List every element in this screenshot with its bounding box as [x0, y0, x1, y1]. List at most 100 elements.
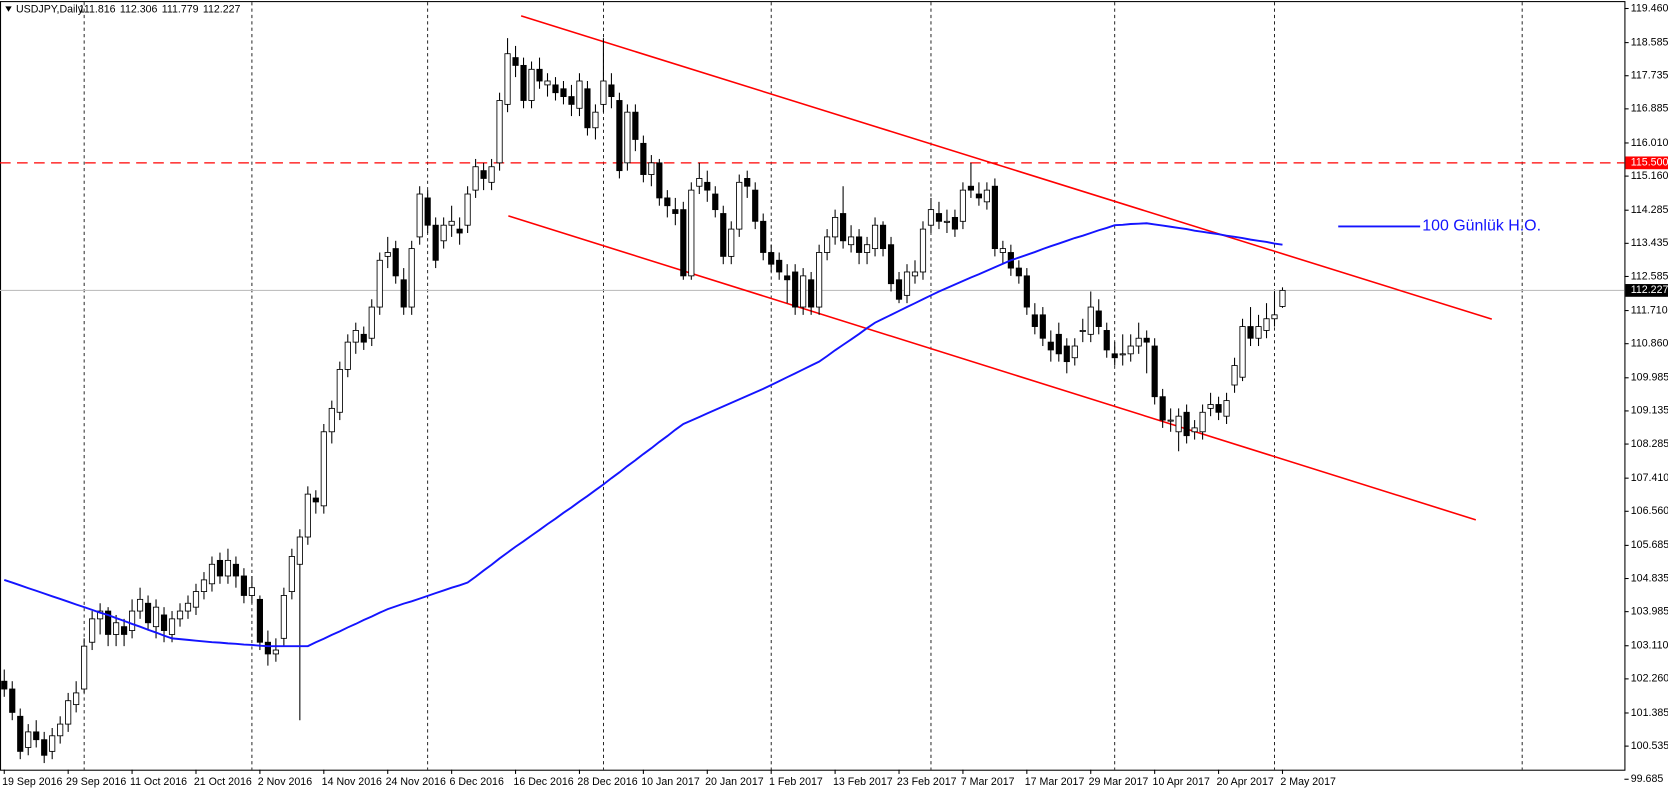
- candle-body: [81, 645, 88, 690]
- header-value: 112.227: [203, 3, 241, 15]
- candle-body: [1071, 345, 1078, 359]
- candle-body: [991, 185, 998, 250]
- candle-body: [832, 216, 839, 238]
- candle-body: [97, 610, 104, 620]
- candle-body: [600, 80, 607, 105]
- candle-body: [392, 248, 399, 277]
- candle-body: [1167, 419, 1174, 422]
- y-tick-label: 109.985: [1631, 372, 1668, 384]
- candle-body: [871, 224, 879, 250]
- candle-body: [895, 279, 903, 300]
- x-tick-label: 17 Mar 2017: [1025, 776, 1085, 788]
- candle-body: [704, 181, 711, 191]
- candle-body: [792, 271, 799, 308]
- candle-body: [1111, 353, 1118, 359]
- candle-body: [1079, 330, 1086, 332]
- candle-body: [919, 228, 927, 273]
- y-tick-label: 118.585: [1631, 36, 1668, 48]
- candle-body: [49, 735, 56, 752]
- candle-body: [41, 739, 48, 756]
- candle-body: [855, 236, 863, 253]
- header-value: 111.779: [162, 3, 199, 15]
- candle-body: [720, 213, 727, 257]
- candle-body: [448, 220, 455, 226]
- candle-body: [560, 88, 567, 98]
- x-tick-label: 11 Oct 2016: [130, 776, 187, 788]
- candle-body: [1239, 326, 1246, 378]
- candle-body: [1135, 337, 1142, 347]
- y-tick-label: 102.260: [1631, 673, 1668, 685]
- candle-body: [1063, 345, 1070, 363]
- candle-body: [1, 680, 8, 690]
- candle-body: [512, 57, 519, 66]
- x-tick-label: 16 Dec 2016: [513, 776, 573, 788]
- ma-line: [3, 222, 1283, 648]
- candle-body: [1207, 404, 1214, 409]
- candle-body: [983, 189, 990, 203]
- channel-line: [520, 15, 1493, 320]
- y-tick-label: 112.585: [1631, 270, 1668, 282]
- y-tick-label: 117.735: [1631, 70, 1668, 82]
- candle-body: [384, 252, 391, 257]
- price-label-box: [1625, 284, 1668, 297]
- candle-body: [1103, 330, 1110, 351]
- candle-body: [624, 111, 631, 164]
- candle-body: [568, 96, 575, 105]
- y-tick-label: 116.885: [1631, 103, 1668, 115]
- candle-body: [664, 197, 671, 207]
- y-tick-label: 111.710: [1631, 304, 1668, 316]
- candle-body: [1159, 396, 1166, 421]
- candle-body: [33, 731, 40, 741]
- y-tick-label: 103.985: [1631, 605, 1668, 617]
- candle-body: [432, 224, 439, 261]
- y-tick-label: 114.285: [1631, 204, 1668, 216]
- candle-body: [1015, 267, 1022, 277]
- candle-body: [352, 330, 359, 343]
- candle-body: [464, 193, 471, 226]
- candle-body: [800, 275, 807, 308]
- candle-body: [1047, 341, 1054, 351]
- x-tick-label: 14 Nov 2016: [322, 776, 382, 788]
- candle-body: [424, 197, 431, 226]
- candle-body: [847, 236, 855, 246]
- candle-body: [672, 209, 679, 214]
- candle-body: [288, 556, 295, 593]
- candle-body: [632, 111, 639, 140]
- candle-body: [656, 162, 663, 199]
- candle-body: [959, 189, 967, 222]
- y-tick-label: 103.110: [1631, 640, 1668, 652]
- candle-body: [320, 431, 327, 507]
- price-label: 112.227: [1631, 284, 1668, 296]
- candle-body: [768, 252, 775, 265]
- candle-body: [136, 598, 144, 612]
- candle-body: [696, 178, 703, 187]
- y-tick-label: 119.460: [1631, 2, 1668, 14]
- x-tick-label: 21 Oct 2016: [194, 776, 252, 788]
- candle-body: [584, 88, 591, 129]
- candle-body: [903, 271, 911, 296]
- candle-body: [256, 598, 263, 643]
- candle-body: [824, 236, 831, 253]
- y-tick-label: 105.685: [1631, 539, 1668, 551]
- candle-body: [105, 610, 112, 635]
- x-tick-label: 20 Apr 2017: [1216, 776, 1273, 788]
- candle-body: [456, 228, 463, 234]
- candle-body: [344, 341, 351, 370]
- y-tick-label: 104.835: [1631, 572, 1668, 584]
- candle-body: [1143, 337, 1150, 343]
- candle-body: [1031, 314, 1038, 327]
- x-tick-label: 7 Mar 2017: [961, 776, 1015, 788]
- candle-body: [736, 181, 743, 230]
- x-tick-label: 28 Dec 2016: [577, 776, 637, 788]
- candle-body: [17, 715, 24, 752]
- candle-body: [680, 209, 687, 277]
- candle-body: [1279, 289, 1286, 307]
- candle-body: [1119, 353, 1126, 356]
- level-label: 115.500: [1631, 157, 1668, 169]
- x-tick-label: 24 Nov 2016: [386, 776, 446, 788]
- candle-body: [73, 692, 80, 706]
- x-tick-label: 2 Nov 2016: [258, 776, 312, 788]
- candle-body: [887, 244, 895, 285]
